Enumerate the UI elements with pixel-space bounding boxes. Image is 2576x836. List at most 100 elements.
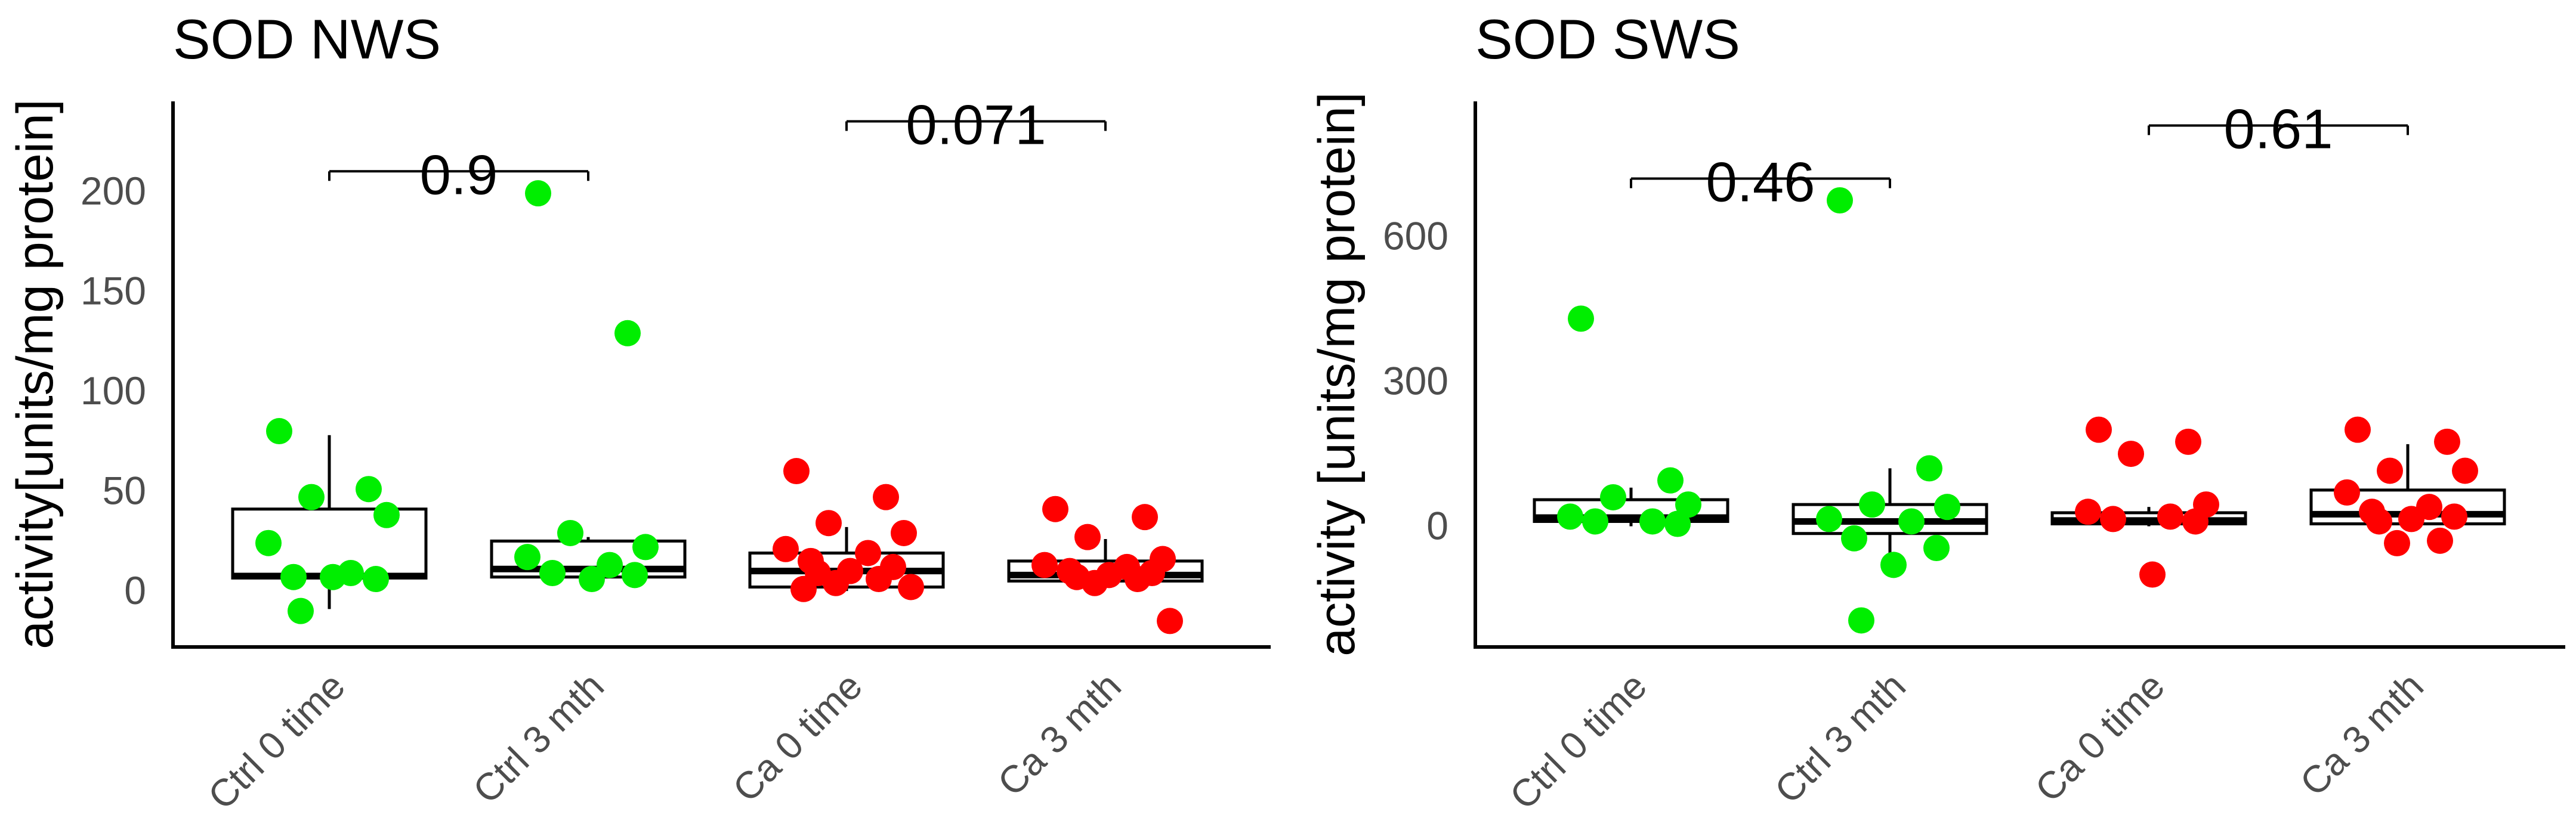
y-axis-label: activity[units/mg protein] bbox=[7, 99, 64, 649]
data-point bbox=[2182, 508, 2209, 535]
data-point bbox=[2427, 527, 2453, 554]
data-point bbox=[1600, 484, 1626, 510]
data-point bbox=[1859, 491, 1885, 518]
data-point bbox=[363, 566, 389, 593]
y-tick-label: 0 bbox=[124, 568, 146, 612]
comparison-bracket-1: 0.46 bbox=[1630, 151, 1891, 213]
data-point bbox=[873, 484, 899, 510]
data-point bbox=[1898, 508, 1925, 535]
data-point bbox=[1664, 510, 1691, 537]
p-value-label: 0.61 bbox=[2224, 97, 2333, 160]
data-point bbox=[614, 320, 641, 346]
data-point bbox=[373, 501, 400, 528]
data-point bbox=[2441, 503, 2467, 530]
data-point bbox=[2157, 503, 2183, 530]
data-point bbox=[1934, 494, 1960, 521]
data-point bbox=[356, 476, 382, 503]
data-point bbox=[2377, 457, 2403, 484]
data-point bbox=[514, 544, 540, 571]
data-point bbox=[1675, 491, 1701, 518]
x-tick-label: Ca 3 mth bbox=[989, 664, 1129, 804]
data-point bbox=[622, 562, 648, 589]
data-point bbox=[280, 563, 307, 590]
data-point bbox=[2086, 416, 2112, 443]
data-point bbox=[1816, 506, 1842, 532]
data-point bbox=[2334, 479, 2360, 506]
y-axis-label: activity [units/mg protein] bbox=[1308, 92, 1366, 656]
p-value-label: 0.9 bbox=[420, 143, 498, 206]
data-point bbox=[539, 559, 566, 586]
p-value-label: 0.46 bbox=[1706, 151, 1815, 213]
x-tick-label: Ca 0 time bbox=[2027, 664, 2173, 810]
data-point bbox=[525, 180, 551, 207]
data-point bbox=[823, 569, 849, 596]
data-point bbox=[1557, 503, 1583, 530]
x-tick-label: Ctrl 0 time bbox=[200, 664, 353, 818]
data-point bbox=[1827, 187, 1853, 213]
data-point bbox=[790, 575, 817, 602]
y-tick-label: 600 bbox=[1383, 214, 1448, 258]
data-point bbox=[2434, 428, 2460, 455]
data-point bbox=[1639, 508, 1666, 535]
data-point bbox=[2118, 441, 2144, 467]
data-point bbox=[579, 566, 605, 593]
data-point bbox=[898, 574, 924, 600]
data-point bbox=[1916, 455, 1942, 482]
data-point bbox=[557, 519, 583, 546]
x-tick-label: Ctrl 3 mth bbox=[1766, 664, 1914, 812]
data-point bbox=[1657, 467, 1684, 494]
data-point bbox=[1880, 552, 1907, 578]
data-point bbox=[866, 566, 892, 593]
box-body bbox=[1533, 498, 1729, 523]
data-point bbox=[1582, 508, 1608, 535]
data-point bbox=[2175, 428, 2201, 455]
data-point bbox=[1125, 566, 1151, 593]
chart-title: SOD NWS bbox=[173, 8, 441, 70]
data-point bbox=[266, 418, 292, 445]
data-point bbox=[320, 563, 346, 590]
data-point bbox=[632, 534, 659, 561]
data-point bbox=[298, 484, 325, 510]
y-tick-label: 50 bbox=[103, 469, 146, 513]
data-point bbox=[597, 552, 623, 578]
data-point bbox=[1568, 305, 1594, 332]
comparison-bracket-1: 0.9 bbox=[328, 143, 589, 206]
data-point bbox=[1082, 569, 1108, 596]
y-tick-label: 200 bbox=[81, 169, 146, 213]
comparison-bracket-2: 0.61 bbox=[2148, 97, 2409, 160]
y-tick-label: 100 bbox=[81, 369, 146, 413]
x-tick-label: Ctrl 0 time bbox=[1502, 664, 1655, 818]
data-point bbox=[2075, 498, 2101, 525]
data-point bbox=[773, 535, 799, 562]
data-point bbox=[288, 597, 314, 624]
y-tick-label: 300 bbox=[1383, 359, 1448, 403]
data-point bbox=[1923, 535, 1950, 562]
data-point bbox=[1031, 552, 1058, 578]
data-point bbox=[1157, 608, 1183, 634]
chart-title: SOD SWS bbox=[1475, 8, 1740, 70]
data-point bbox=[1848, 607, 1874, 634]
data-point bbox=[2100, 506, 2126, 532]
chart-panel-2: SOD SWS activity [units/mg protein] 0 300 60… bbox=[1308, 8, 2565, 818]
data-point bbox=[2345, 416, 2371, 443]
chart-panel-1: SOD NWS activity[units/mg protein] 0 50 100 1… bbox=[7, 8, 1271, 818]
data-point bbox=[2384, 530, 2410, 556]
data-point bbox=[816, 510, 842, 537]
data-point bbox=[1132, 504, 1158, 531]
data-point bbox=[1841, 525, 1867, 552]
y-tick-label: 0 bbox=[1426, 504, 1448, 548]
data-point bbox=[2139, 561, 2166, 588]
data-point bbox=[1074, 524, 1101, 550]
p-value-label: 0.071 bbox=[906, 94, 1046, 156]
data-point bbox=[783, 458, 810, 485]
x-tick-label: Ca 3 mth bbox=[2291, 664, 2432, 804]
data-point bbox=[891, 519, 917, 546]
data-point bbox=[1042, 496, 1068, 522]
comparison-bracket-2: 0.071 bbox=[845, 94, 1107, 156]
x-tick-label: Ca 0 time bbox=[724, 664, 870, 810]
data-point bbox=[255, 530, 282, 556]
x-tick-label: Ctrl 3 mth bbox=[465, 664, 612, 812]
data-point bbox=[2452, 457, 2478, 484]
data-point bbox=[2398, 506, 2424, 532]
